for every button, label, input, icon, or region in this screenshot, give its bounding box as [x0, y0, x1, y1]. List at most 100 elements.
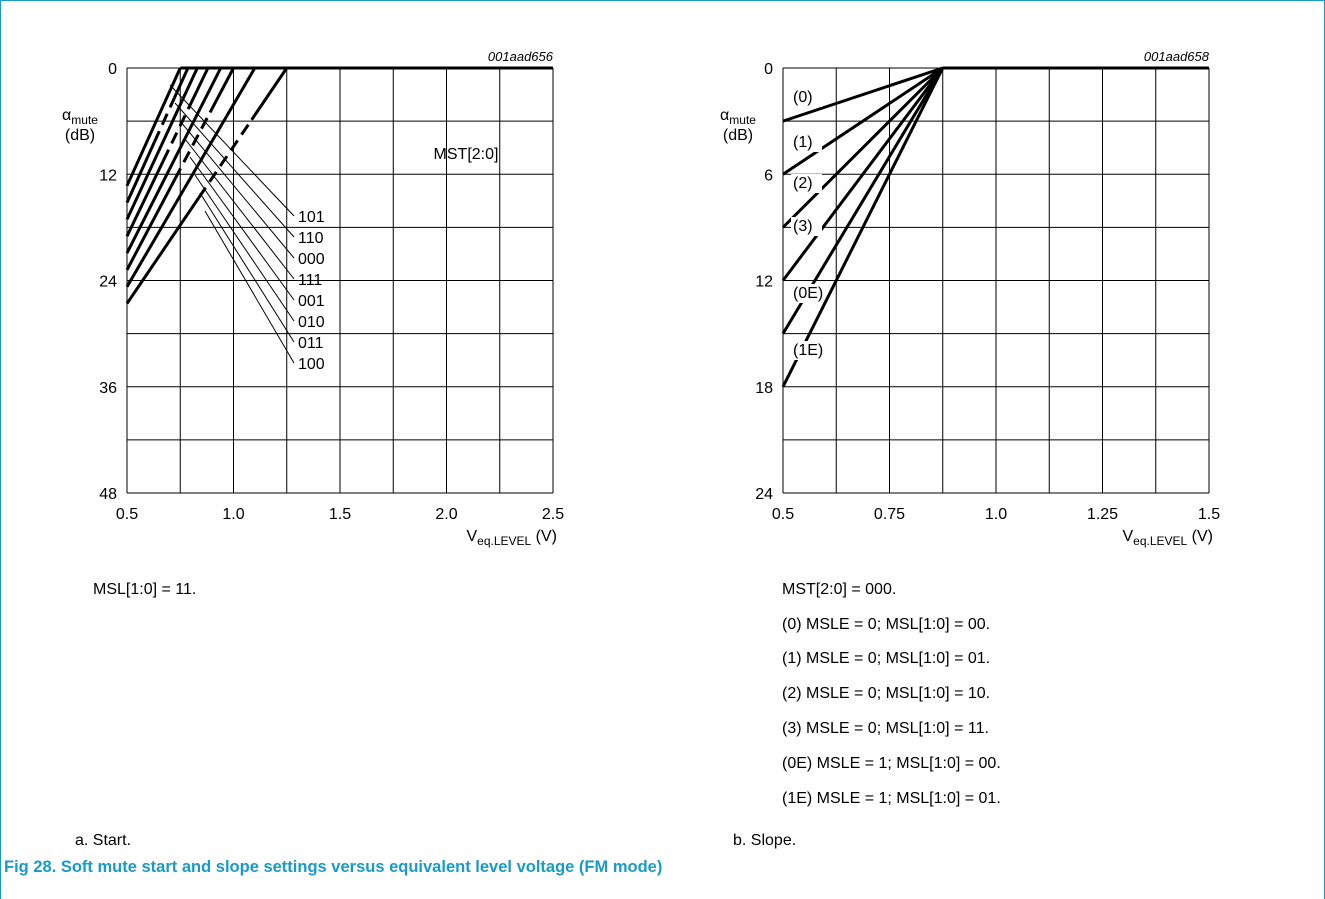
y-axis-label: αmute: [720, 107, 756, 127]
x-axis-label: Veq.LEVEL (V): [1123, 528, 1214, 548]
note-right-4: (3) MSLE = 0; MSL[1:0] = 11.: [782, 720, 989, 737]
y-tick-label: 12: [99, 167, 117, 184]
series-label-bg: [791, 133, 822, 152]
note-right-2: (1) MSLE = 0; MSL[1:0] = 01.: [782, 650, 991, 667]
x-tick-label: 1.0: [985, 506, 1007, 523]
leader-line: [194, 174, 295, 322]
series-line: [125, 141, 156, 204]
leader-line: [189, 156, 295, 301]
x-tick-label: 2.0: [435, 506, 457, 523]
series-label-bg: [791, 217, 822, 236]
y-tick-label: 48: [99, 486, 117, 503]
series-line-dashed: [157, 100, 184, 152]
y-tick-label: 36: [99, 380, 117, 397]
legend-title: MST[2:0]: [434, 146, 499, 163]
y-tick-label: 12: [755, 274, 773, 291]
x-axis-label-main: V: [467, 528, 478, 545]
subcaption-start: a. Start.: [75, 832, 132, 849]
series-line-dashed: [149, 93, 170, 134]
y-axis-label-main: α: [720, 107, 729, 124]
series-line-dashed: [153, 96, 176, 143]
series-label: 101: [298, 209, 325, 226]
series-line: [125, 150, 160, 221]
series-label: (2): [793, 175, 813, 192]
chart-id: 001aad658: [1144, 49, 1210, 64]
note-right-0: MST[2:0] = 000.: [782, 581, 897, 598]
series-line-dashed: [162, 104, 192, 162]
x-tick-label: 0.5: [772, 506, 794, 523]
y-tick-label: 0: [764, 61, 773, 78]
series-line: [173, 67, 190, 99]
y-tick-label: 0: [108, 61, 117, 78]
leader-line: [179, 120, 295, 259]
series-line: [125, 196, 201, 305]
chart-start: 0 12 24 36 48 0.5 1.0 1.5 2.0 2.5 001aad656 αmute(d…: [62, 49, 564, 548]
series-line: [125, 159, 165, 237]
series-line: [250, 67, 288, 121]
series-line-dashed: [183, 115, 228, 190]
series-label-bg: [791, 284, 831, 303]
leader-line: [174, 102, 295, 238]
x-tick-label: 1.5: [1198, 506, 1220, 523]
series-label: (1): [793, 134, 813, 151]
chart-id: 001aad656: [488, 49, 554, 64]
x-axis-label-unit: (V): [531, 528, 557, 545]
series-line: [782, 66, 944, 123]
series-label: 100: [298, 356, 325, 373]
series-line: [781, 67, 944, 282]
series-label-bg: [791, 88, 822, 107]
series-label: 000: [298, 251, 325, 268]
note-right-6: (1E) MSLE = 1; MSL[1:0] = 01.: [782, 790, 1001, 807]
series-line: [167, 67, 182, 95]
series-label: (0E): [793, 285, 823, 302]
y-tick-label: 18: [755, 380, 773, 397]
y-axis-label: αmute: [62, 107, 98, 127]
x-tick-label: 1.25: [1087, 506, 1118, 523]
leader-line: [199, 192, 295, 343]
series-line: [208, 67, 235, 114]
series-label: 001: [298, 293, 325, 310]
series-label: 010: [298, 314, 325, 331]
y-axis-label-sub: mute: [729, 113, 756, 127]
series-(1E): (1E): [781, 66, 1209, 388]
y-axis-unit: (dB): [65, 127, 95, 144]
series-line: [781, 67, 945, 388]
series-label-bg: [791, 341, 831, 360]
series-line: [225, 67, 257, 117]
x-axis-label: Veq.LEVEL (V): [467, 528, 558, 548]
y-axis-label-sub: mute: [71, 113, 98, 127]
figure-caption: Fig 28. Soft mute start and slope settin…: [4, 858, 663, 876]
x-axis-label-sub: eq.LEVEL: [477, 534, 531, 548]
series-label: (1E): [793, 342, 823, 359]
note-right-5: (0E) MSLE = 1; MSL[1:0] = 00.: [782, 755, 1001, 772]
x-tick-label: 1.0: [222, 506, 244, 523]
series-label: 011: [298, 335, 324, 352]
series-label: 111: [298, 272, 322, 289]
y-tick-label: 24: [99, 274, 117, 291]
subcaption-slope: b. Slope.: [733, 832, 797, 849]
series-label: (0): [793, 89, 813, 106]
series-label: (3): [793, 218, 813, 235]
x-axis-label-unit: (V): [1187, 528, 1213, 545]
series-label: 110: [298, 230, 324, 247]
x-tick-label: 1.5: [329, 506, 351, 523]
y-axis-label-main: α: [62, 107, 71, 124]
series-line-dashed: [197, 118, 253, 199]
x-axis-label-main: V: [1123, 528, 1134, 545]
series-line: [125, 187, 186, 288]
series-line: [125, 132, 153, 187]
series-line: [188, 67, 210, 106]
note-right-3: (2) MSLE = 0; MSL[1:0] = 10.: [782, 685, 991, 702]
series-line: [125, 178, 177, 271]
series-line: [180, 67, 199, 102]
x-axis-label-sub: eq.LEVEL: [1133, 534, 1187, 548]
series-line: [125, 169, 171, 254]
series-label-bg: [791, 174, 822, 193]
series-line: [198, 67, 223, 110]
y-tick-label: 24: [755, 486, 773, 503]
leader-line: [204, 210, 295, 364]
series-line-dashed: [167, 108, 202, 171]
x-tick-label: 2.5: [542, 506, 564, 523]
leader-line: [184, 138, 295, 280]
